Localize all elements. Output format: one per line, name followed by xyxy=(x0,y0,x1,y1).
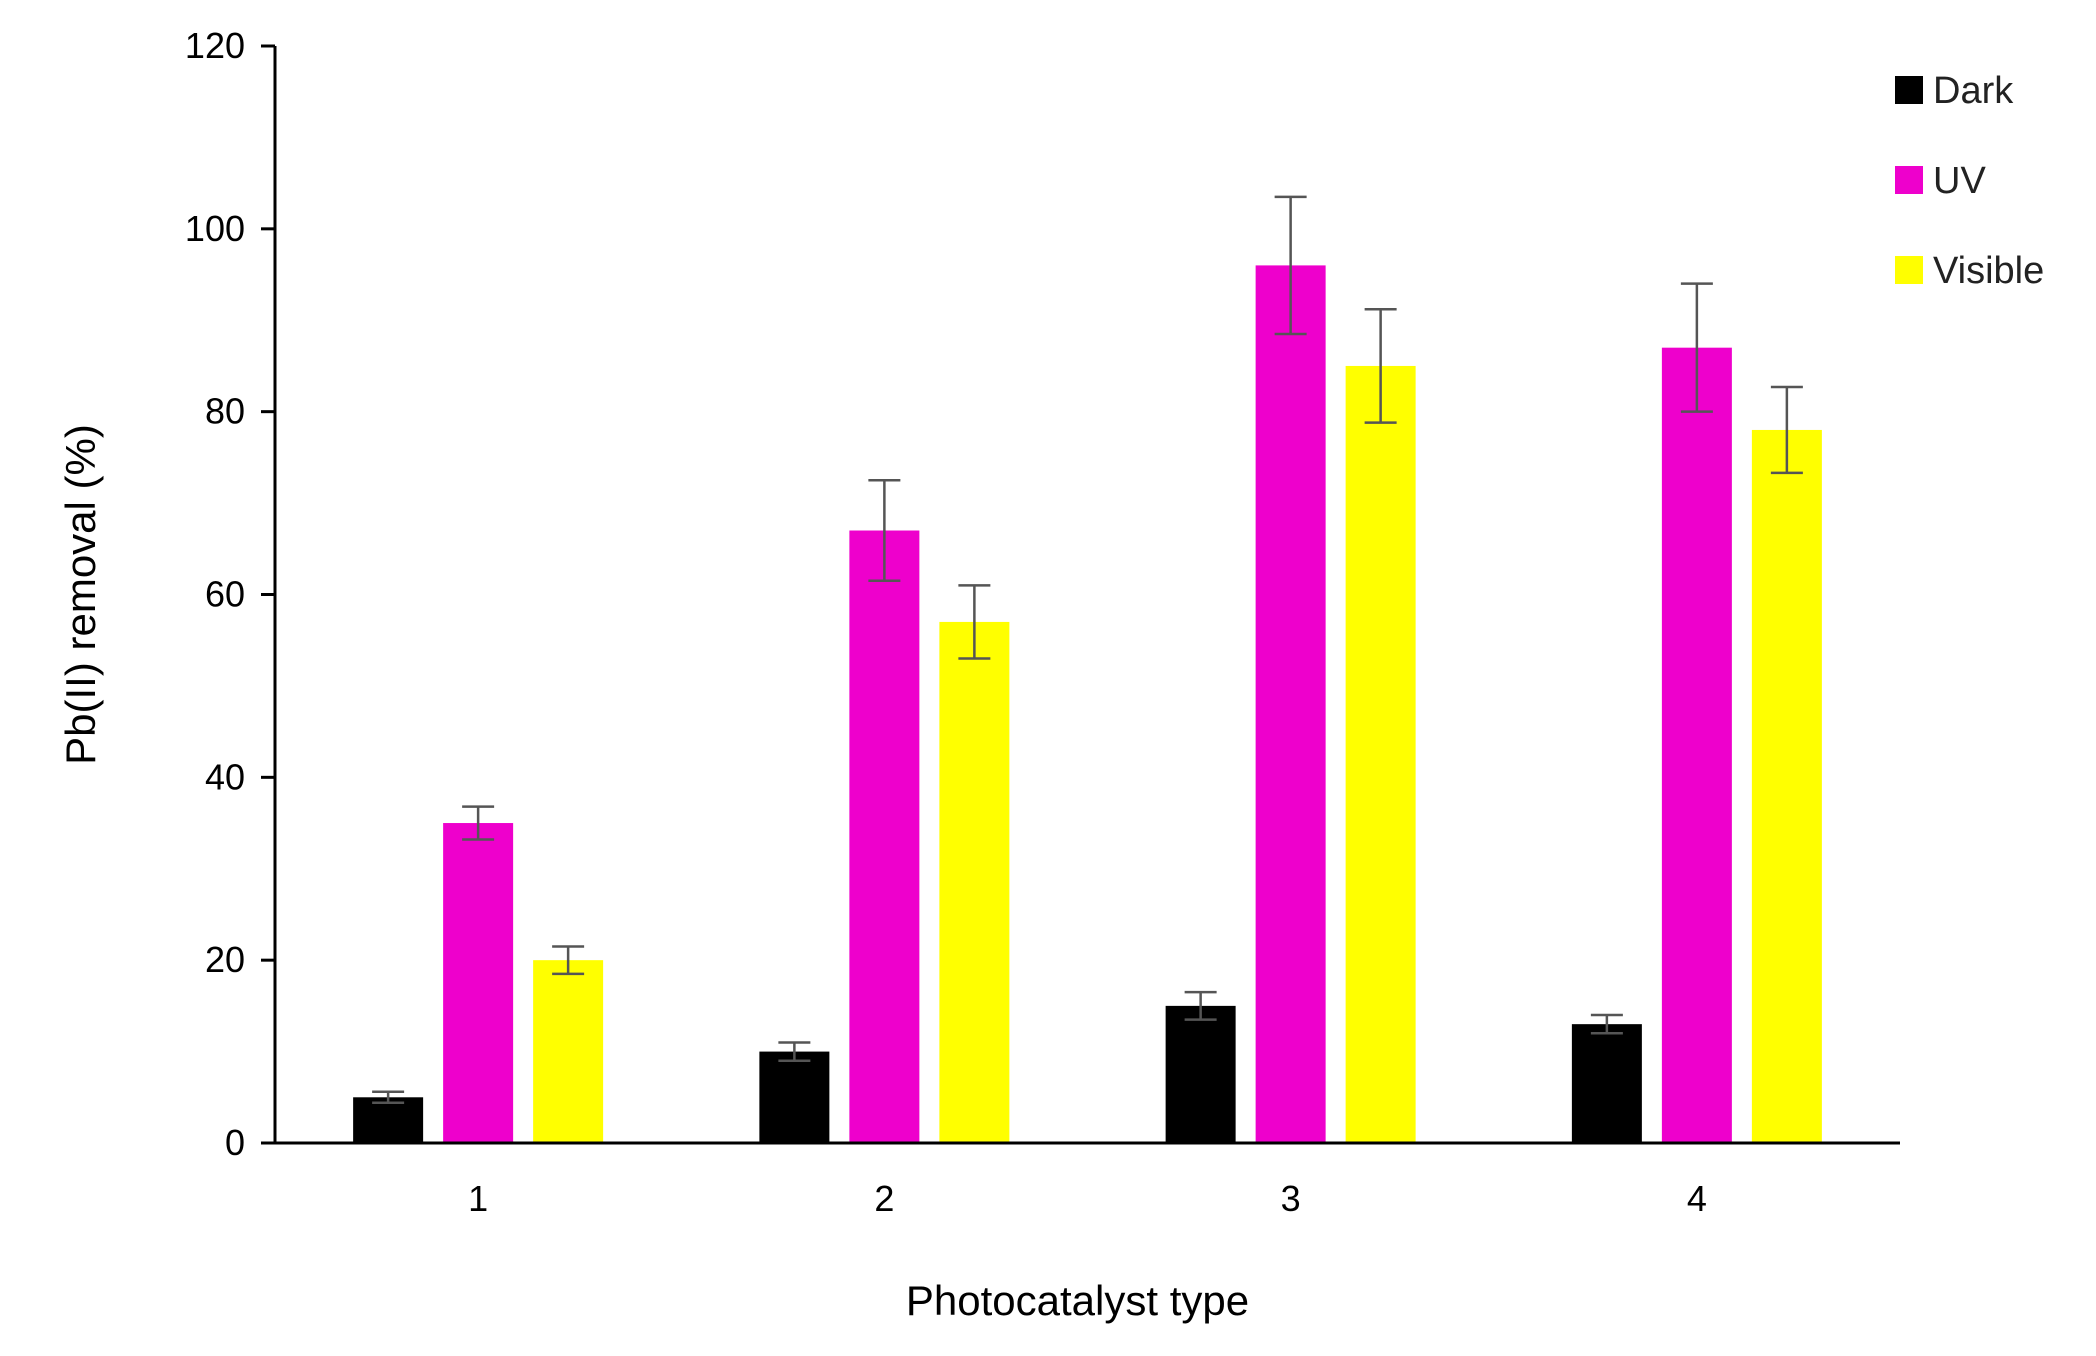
x-tick-label: 4 xyxy=(1687,1178,1707,1219)
legend-item-dark: Dark xyxy=(1895,70,2014,112)
error-bar-visible-3 xyxy=(1364,308,1397,424)
error-bar-visible-2 xyxy=(958,584,991,660)
y-tick-label: 60 xyxy=(205,574,245,615)
bar-uv-3 xyxy=(1255,265,1326,1143)
legend-swatch xyxy=(1895,166,1923,194)
bar-dark-1 xyxy=(353,1097,424,1143)
y-tick-label: 100 xyxy=(185,208,245,249)
bar-visible-1 xyxy=(533,960,604,1143)
x-tick-label: 3 xyxy=(1281,1178,1301,1219)
x-tick-label: 1 xyxy=(468,1178,488,1219)
error-bar-dark-2 xyxy=(778,1041,811,1062)
legend-swatch xyxy=(1895,76,1923,104)
error-bar-uv-4 xyxy=(1680,282,1713,413)
legend: Dark UV Visible xyxy=(1895,70,2044,292)
error-bar-uv-1 xyxy=(462,805,495,841)
error-bar-uv-3 xyxy=(1274,195,1307,336)
error-bar-uv-2 xyxy=(868,478,901,583)
bar-dark-4 xyxy=(1571,1024,1642,1143)
bar-visible-3 xyxy=(1345,365,1416,1143)
error-bar-visible-4 xyxy=(1770,385,1803,475)
legend-label: UV xyxy=(1933,160,1986,202)
labels-layer: 0 20 40 60 80 100 120 1 2 3 4 Photocatalyst type Pb(… xyxy=(57,25,1707,1324)
bar-visible-2 xyxy=(939,621,1010,1143)
bar-visible-4 xyxy=(1751,429,1822,1143)
x-tick-label: 2 xyxy=(874,1178,894,1219)
legend-item-visible: Visible xyxy=(1895,250,2044,292)
error-bar-visible-1 xyxy=(552,945,585,976)
y-axis-title: Pb(II) removal (%) xyxy=(57,424,104,765)
legend-swatch xyxy=(1895,256,1923,284)
error-bar-dark-3 xyxy=(1184,990,1217,1021)
y-tick-label: 0 xyxy=(225,1122,245,1163)
bars-layer xyxy=(353,195,1822,1143)
error-bar-dark-1 xyxy=(372,1090,405,1105)
y-tick-label: 40 xyxy=(205,756,245,797)
bar-uv-2 xyxy=(849,530,920,1143)
legend-label: Visible xyxy=(1933,250,2044,292)
legend-item-uv: UV xyxy=(1895,160,1986,202)
bar-uv-1 xyxy=(443,823,514,1143)
axes-layer xyxy=(261,44,1900,1145)
bar-dark-2 xyxy=(759,1051,830,1143)
y-tick-label: 80 xyxy=(205,391,245,432)
x-axis-title: Photocatalyst type xyxy=(906,1277,1249,1324)
bar-uv-4 xyxy=(1661,347,1732,1143)
y-tick-label: 120 xyxy=(185,25,245,66)
y-tick-label: 20 xyxy=(205,939,245,980)
legend-label: Dark xyxy=(1933,70,2014,112)
error-bar-dark-4 xyxy=(1590,1013,1623,1035)
bar-dark-3 xyxy=(1165,1005,1236,1143)
